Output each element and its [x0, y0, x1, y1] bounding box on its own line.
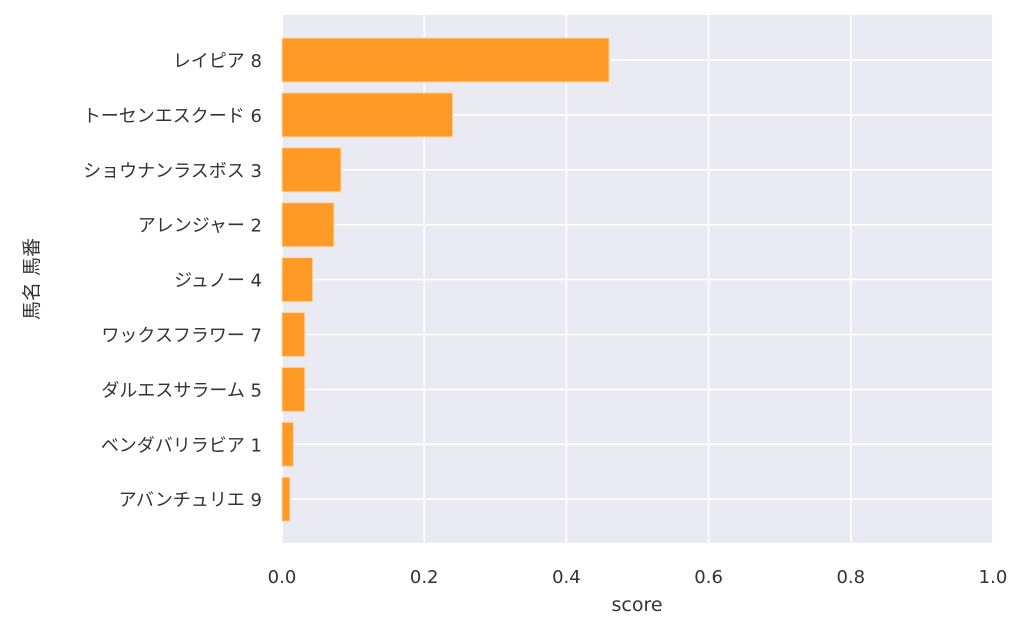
x-tick-label: 0.4: [552, 567, 581, 588]
y-tick-label: トーセンエスクード 6: [83, 106, 262, 127]
bar: [281, 202, 335, 248]
x-tick-label: 0.2: [410, 567, 439, 588]
bar: [281, 476, 291, 522]
x-axis-label: score: [611, 594, 662, 616]
bar: [281, 92, 454, 138]
x-tick-label: 0.0: [268, 567, 297, 588]
bars: [281, 37, 610, 522]
bar: [281, 257, 314, 303]
x-tick-label: 0.6: [694, 567, 723, 588]
x-tick-label: 1.0: [979, 567, 1008, 588]
bar: [281, 37, 610, 83]
y-tick-label: ワックスフラワー 7: [101, 326, 262, 347]
y-tick-label: アレンジャー 2: [138, 216, 262, 237]
bar: [281, 421, 294, 467]
y-axis-label: 馬名 馬番: [21, 238, 43, 320]
y-tick-label: ショウナンラスボス 3: [83, 161, 262, 182]
x-tick-label: 0.8: [836, 567, 865, 588]
x-tick-labels: 0.0 0.2 0.4 0.6 0.8 1.0: [268, 567, 1008, 588]
bar: [281, 312, 306, 357]
bar: [281, 147, 342, 193]
bar: [281, 366, 306, 412]
y-tick-label: アバンチュリエ 9: [119, 490, 262, 511]
y-tick-label: ベンダバリラビア 1: [101, 435, 262, 456]
y-tick-labels: レイピア 8 トーセンエスクード 6 ショウナンラスボス 3 アレンジャー 2 ジュノー…: [83, 51, 262, 511]
y-tick-label: レイピア 8: [173, 51, 262, 72]
y-tick-label: ジュノー 4: [174, 271, 262, 292]
y-tick-label: ダルエスサラーム 5: [101, 380, 262, 401]
